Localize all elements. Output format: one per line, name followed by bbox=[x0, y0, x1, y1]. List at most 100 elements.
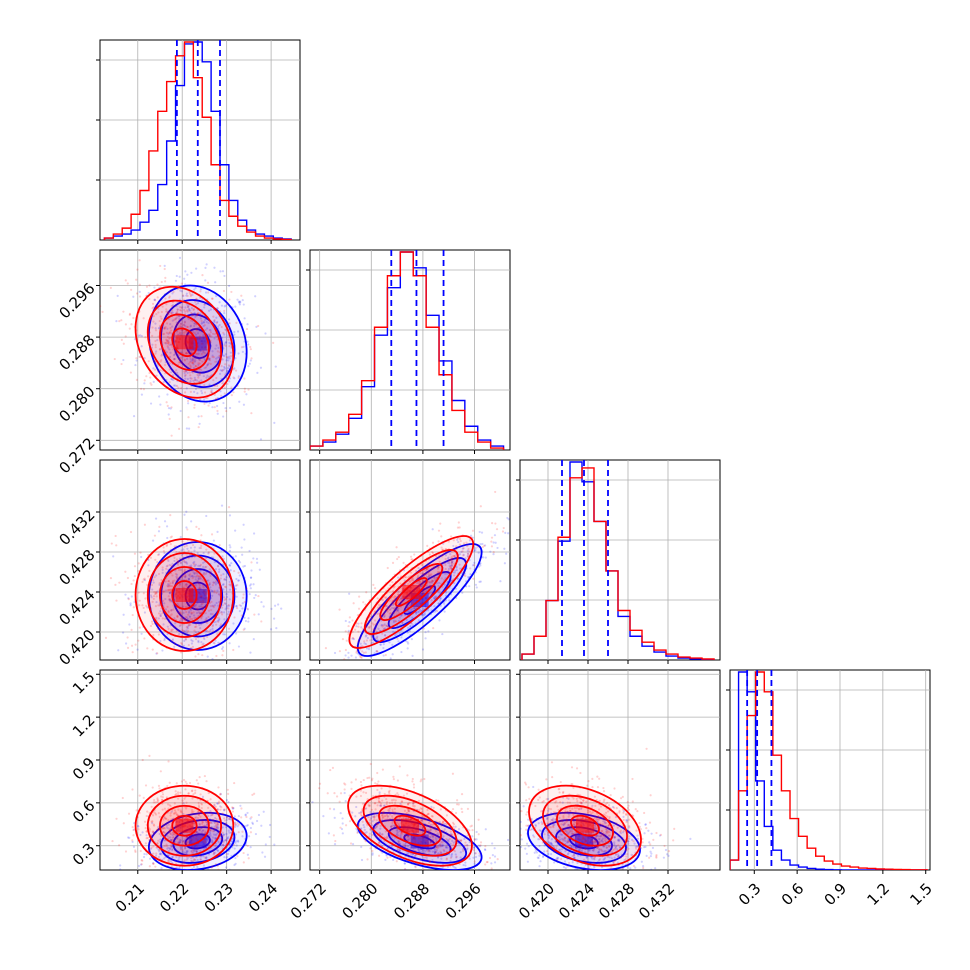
sample-point bbox=[208, 630, 211, 633]
sample-point bbox=[198, 335, 201, 338]
sample-point bbox=[177, 315, 180, 318]
sample-point bbox=[223, 578, 226, 581]
sample-point bbox=[156, 798, 159, 801]
sample-point bbox=[223, 823, 226, 826]
sample-point bbox=[369, 817, 372, 820]
sample-point bbox=[226, 369, 229, 372]
sample-point bbox=[175, 837, 179, 840]
sample-point bbox=[491, 854, 494, 857]
scatter-panel-1-2 bbox=[306, 459, 511, 664]
sample-point bbox=[227, 829, 230, 832]
sample-point bbox=[461, 591, 464, 594]
sample-point bbox=[170, 844, 173, 847]
sample-point bbox=[180, 845, 183, 849]
sample-point bbox=[172, 358, 176, 361]
sample-point bbox=[504, 531, 507, 534]
sample-point bbox=[249, 345, 252, 349]
sample-point bbox=[260, 620, 263, 623]
sample-point bbox=[187, 624, 190, 627]
sample-point bbox=[137, 864, 141, 868]
sample-point bbox=[155, 592, 158, 595]
sample-point bbox=[142, 317, 145, 320]
sample-point bbox=[419, 575, 422, 579]
sample-point bbox=[182, 839, 185, 843]
sample-point bbox=[213, 877, 215, 879]
sample-point bbox=[140, 863, 143, 866]
contour-line-red bbox=[159, 804, 210, 847]
sample-point bbox=[158, 395, 161, 398]
sample-point bbox=[348, 621, 351, 624]
sample-point bbox=[432, 566, 435, 569]
sample-point bbox=[221, 613, 224, 616]
sample-point bbox=[431, 834, 434, 838]
sample-point bbox=[157, 827, 160, 830]
sample-point bbox=[198, 623, 201, 626]
sample-point bbox=[198, 829, 201, 832]
sample-point bbox=[244, 661, 246, 663]
sample-point bbox=[168, 310, 171, 313]
sample-point bbox=[168, 563, 171, 567]
sample-point bbox=[181, 605, 185, 608]
sample-point bbox=[425, 573, 428, 576]
sample-point bbox=[194, 365, 197, 368]
sample-point bbox=[189, 319, 193, 322]
sample-point bbox=[234, 823, 237, 827]
sample-point bbox=[464, 861, 467, 864]
sample-point bbox=[205, 879, 207, 881]
sample-point bbox=[160, 280, 163, 284]
sample-point bbox=[184, 638, 188, 641]
sample-point bbox=[115, 544, 118, 547]
sample-point bbox=[167, 579, 171, 583]
sample-point bbox=[145, 814, 148, 818]
sample-point bbox=[472, 577, 475, 580]
sample-point bbox=[165, 843, 168, 846]
sample-point bbox=[274, 365, 277, 368]
sample-point bbox=[174, 317, 177, 320]
sample-point bbox=[360, 622, 363, 625]
sample-point bbox=[225, 818, 228, 822]
sample-point bbox=[405, 603, 408, 607]
sample-point bbox=[479, 543, 482, 546]
sample-point bbox=[164, 280, 167, 283]
sample-point bbox=[206, 327, 209, 330]
sample-point bbox=[153, 286, 156, 289]
sample-point bbox=[180, 617, 183, 620]
sample-point bbox=[196, 580, 199, 583]
sample-point bbox=[179, 409, 182, 413]
sample-point bbox=[167, 340, 170, 343]
sample-point bbox=[175, 855, 178, 858]
sample-point bbox=[479, 580, 482, 583]
sample-point bbox=[423, 569, 426, 572]
sample-point bbox=[216, 619, 219, 622]
sample-point bbox=[215, 601, 218, 605]
sample-point bbox=[424, 589, 427, 593]
sample-point bbox=[186, 325, 189, 328]
sample-point bbox=[169, 584, 172, 588]
sample-point bbox=[242, 628, 245, 631]
sample-point bbox=[388, 612, 391, 615]
sample-point bbox=[200, 802, 203, 805]
sample-point bbox=[450, 567, 453, 570]
sample-point bbox=[371, 820, 374, 823]
sample-point bbox=[486, 885, 488, 887]
sample-point bbox=[165, 845, 169, 848]
sample-point bbox=[202, 829, 205, 832]
sample-point bbox=[437, 584, 440, 587]
sample-point bbox=[216, 307, 219, 310]
sample-point bbox=[172, 348, 175, 351]
sample-point bbox=[211, 875, 213, 877]
sample-point bbox=[439, 845, 442, 848]
sample-point bbox=[223, 808, 226, 811]
sample-point bbox=[195, 849, 198, 853]
sample-point bbox=[410, 558, 413, 561]
sample-point bbox=[155, 591, 158, 594]
sample-point bbox=[205, 780, 208, 783]
histogram-series-red bbox=[103, 41, 292, 240]
sample-point bbox=[191, 293, 194, 297]
sample-point bbox=[407, 883, 409, 885]
sample-point bbox=[207, 791, 210, 795]
sample-point bbox=[179, 848, 183, 851]
sample-point bbox=[425, 856, 428, 859]
sample-point bbox=[209, 341, 212, 344]
sample-point bbox=[126, 646, 130, 649]
